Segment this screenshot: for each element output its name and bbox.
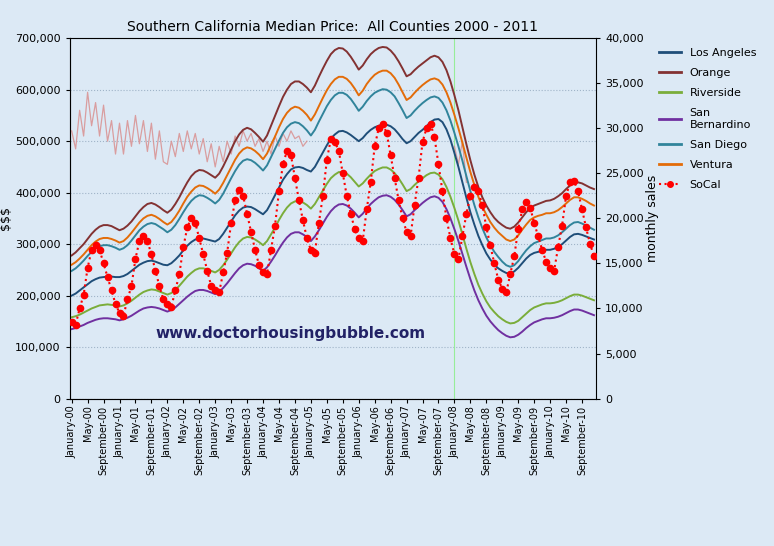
Y-axis label: monthly sales: monthly sales [646, 175, 659, 262]
Y-axis label: $$$: $$$ [0, 206, 12, 230]
Text: www.doctorhousingbubble.com: www.doctorhousingbubble.com [156, 326, 426, 341]
Title: Southern California Median Price:  All Counties 2000 - 2011: Southern California Median Price: All Co… [127, 20, 539, 34]
Legend: Los Angeles, Orange, Riverside, San
Bernardino, San Diego, Ventura, SoCal: Los Angeles, Orange, Riverside, San Bern… [654, 44, 761, 194]
